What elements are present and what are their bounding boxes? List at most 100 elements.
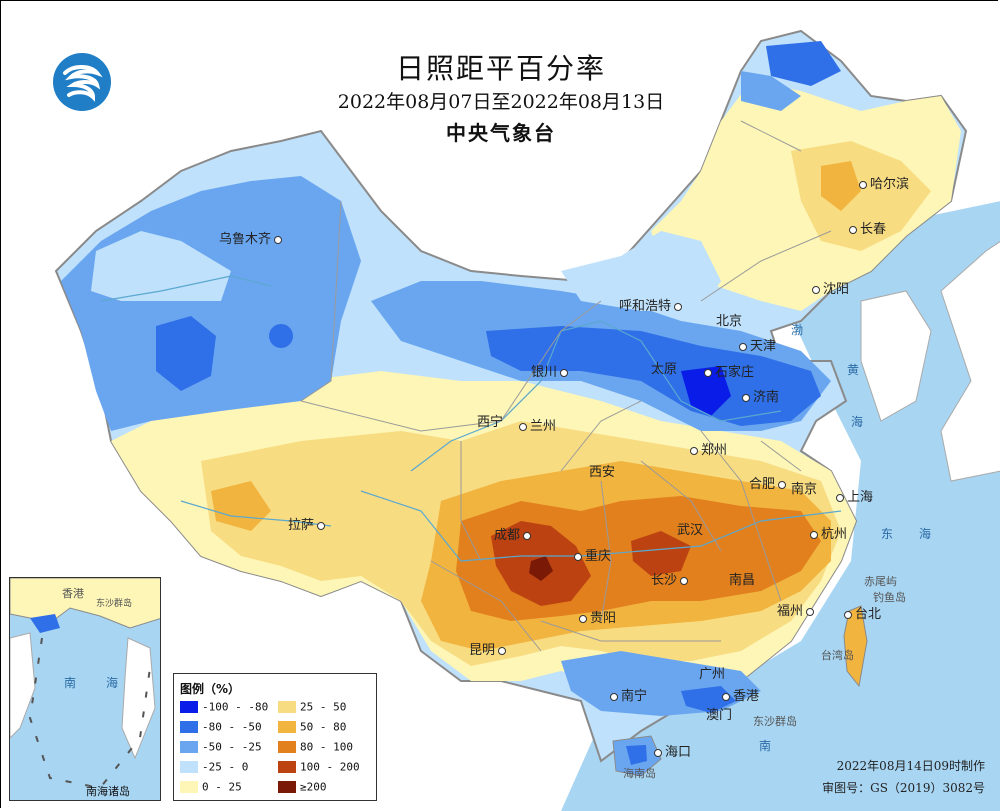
zone-n-80-50 [486, 326, 821, 426]
legend-item: -80 - -50 [180, 720, 262, 736]
city-label: 呼和浩特 [619, 295, 685, 314]
city-marker-icon [579, 614, 587, 623]
zone-xj-blob [269, 324, 293, 348]
city-name: 香港 [733, 689, 760, 704]
legend-item: ≥200 [278, 780, 327, 796]
city-marker-icon [739, 342, 747, 351]
city-label: 银川 [531, 361, 571, 380]
city-name: 贵阳 [590, 611, 617, 626]
legend-item: 80 - 100 [278, 740, 353, 756]
city-marker-icon [523, 531, 532, 540]
tarim-river [100, 275, 272, 302]
city-label: 拉萨 [288, 514, 328, 533]
city-name: 长春 [860, 222, 887, 237]
production-time: 2022年08月14日09时制作 [836, 759, 985, 773]
city-label: 武汉 [677, 519, 703, 538]
city-name: 杭州 [821, 527, 848, 542]
city-label: 北京 [716, 310, 742, 329]
city-name: 海口 [665, 745, 692, 760]
inset-sea-nan: 南 [64, 676, 77, 690]
city-marker-icon [317, 521, 326, 530]
legend-swatch [180, 701, 198, 713]
province-borders [300, 120, 832, 652]
city-marker-icon [778, 480, 787, 489]
inset-sea-hai: 海 [106, 676, 119, 690]
city-label: 海口 [651, 741, 691, 760]
city-marker-icon [704, 368, 712, 377]
city-marker-icon [498, 646, 507, 655]
city-name: 北京 [716, 314, 743, 329]
city-label: 广州 [699, 663, 725, 682]
city-marker-icon [610, 692, 618, 701]
legend: 图例（%） -100 - -80 -80 - -50 -50 - -25 -25… [173, 673, 377, 801]
japan-land [940, 241, 1000, 482]
city-marker-icon [574, 552, 582, 561]
city-name: 兰州 [530, 419, 557, 434]
city-name: 成都 [494, 528, 521, 543]
zone-hlj-light [741, 71, 801, 111]
city-label: 杭州 [807, 523, 847, 542]
city-name: 哈尔滨 [870, 177, 910, 192]
city-name: 广州 [699, 667, 726, 682]
city-label: 上海 [833, 486, 873, 505]
city-label: 长沙 [651, 569, 691, 588]
city-marker-icon [844, 610, 852, 619]
city-label: 台北 [841, 603, 881, 622]
zone-ne-50-80 [821, 161, 861, 211]
city-name: 南京 [791, 482, 818, 497]
city-label: 西安 [589, 461, 615, 480]
city-name: 石家庄 [715, 365, 755, 380]
inset-map [10, 578, 160, 800]
legend-item: -100 - -80 [180, 700, 268, 716]
city-name: 天津 [750, 339, 777, 354]
city-label: 南京 [791, 478, 817, 497]
city-label: 重庆 [571, 545, 611, 564]
sea-label: 海 [919, 527, 932, 541]
legend-swatch [278, 701, 296, 713]
inset-label-dongsha: 东沙群岛 [96, 599, 133, 609]
city-label: 石家庄 [701, 361, 754, 380]
city-label: 南昌 [729, 569, 755, 588]
yellow-river [410, 320, 782, 472]
city-marker-icon [674, 302, 683, 311]
legend-item: 25 - 50 [278, 700, 346, 716]
sea-label: 海 [851, 415, 864, 429]
city-marker-icon [722, 692, 730, 701]
city-name: 澳门 [706, 708, 733, 723]
city-marker-icon [519, 422, 527, 431]
legend-item: -25 - 0 [180, 760, 248, 776]
zone-xj-50-80 [156, 316, 216, 391]
city-name: 西宁 [477, 415, 504, 430]
city-label: 合肥 [749, 473, 789, 492]
sea-label: 黄 [847, 363, 860, 377]
zone-hlj-blue [766, 41, 841, 86]
city-name: 武汉 [677, 523, 704, 538]
hainan-core [626, 745, 647, 765]
legend-swatch [180, 781, 198, 793]
city-name: 福州 [777, 604, 804, 619]
legend-swatch [180, 721, 198, 733]
sea-label: 渤 [791, 323, 804, 337]
sea-label: 南 [759, 739, 772, 753]
city-marker-icon [274, 235, 283, 244]
island-label: 钓鱼岛 [873, 591, 906, 604]
city-marker-icon [812, 285, 820, 294]
city-name: 沈阳 [823, 282, 850, 297]
city-name: 济南 [753, 390, 780, 405]
city-label: 济南 [739, 386, 779, 405]
city-label: 昆明 [469, 639, 509, 658]
city-label: 南宁 [607, 685, 647, 704]
city-marker-icon [810, 530, 818, 539]
city-name: 太原 [651, 362, 678, 377]
agency-name: 中央气象台 [446, 121, 556, 145]
city-label: 乌鲁木齐 [219, 228, 285, 247]
island-label: 东沙群岛 [753, 715, 797, 728]
city-marker-icon [560, 368, 569, 377]
island-label: 海南岛 [623, 767, 656, 780]
island-label: 台湾岛 [821, 649, 854, 662]
city-label: 澳门 [706, 704, 732, 723]
city-name: 拉萨 [288, 518, 315, 533]
legend-item: 100 - 200 [278, 760, 360, 776]
city-label: 天津 [736, 335, 776, 354]
